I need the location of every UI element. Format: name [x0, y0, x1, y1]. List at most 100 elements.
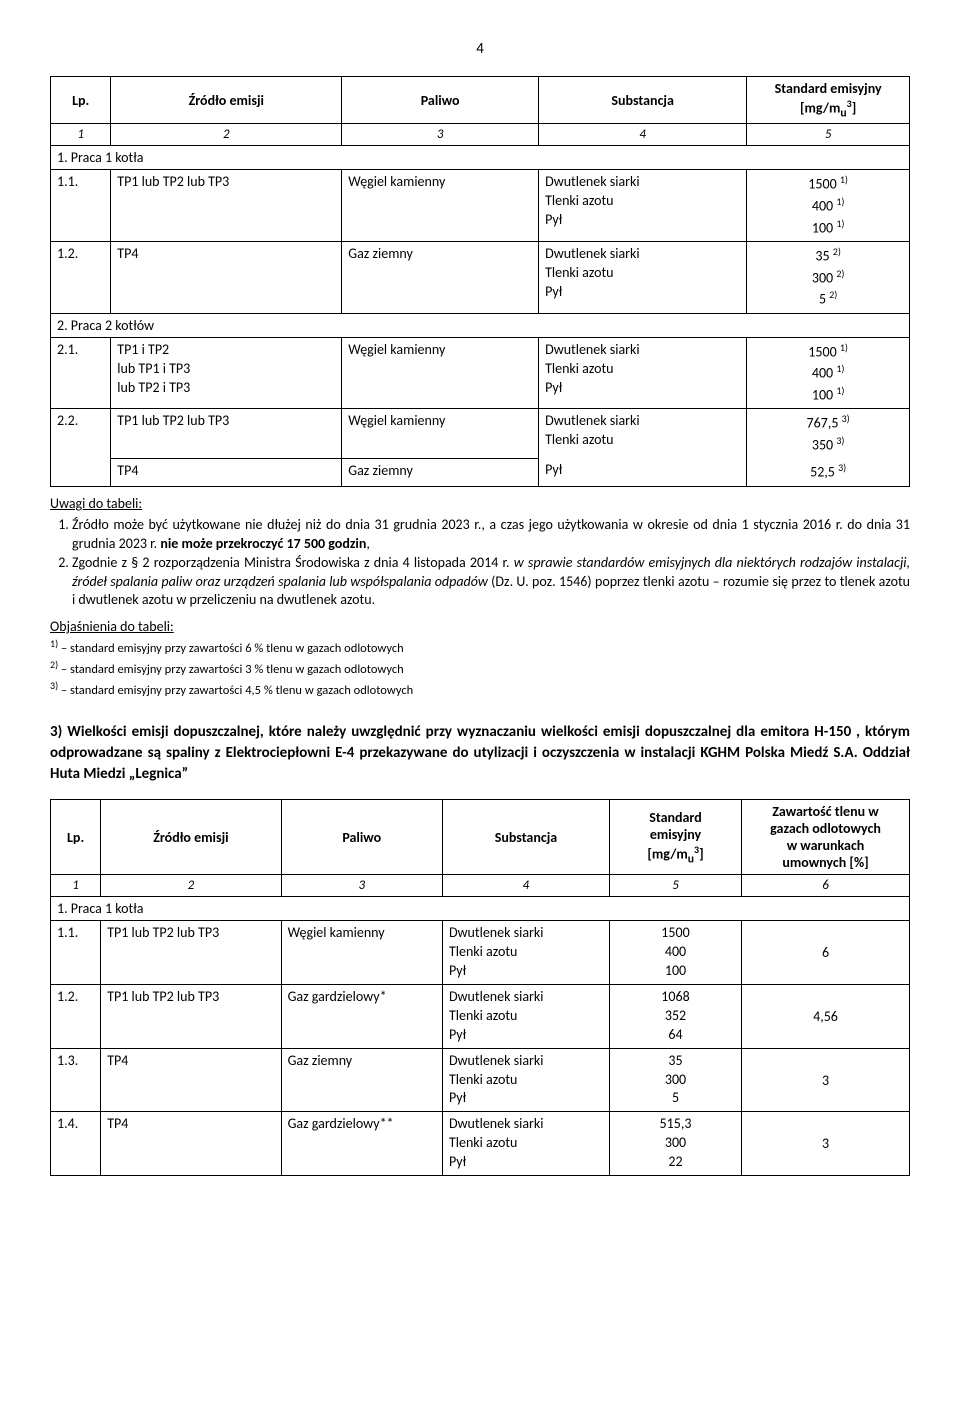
- v3: 100: [812, 386, 833, 403]
- note-li-2: Zgodnie z § 2 rozporządzenia Ministra Śr…: [72, 554, 910, 611]
- sub-2: Tlenki azotu: [545, 360, 740, 379]
- li1b: nie może przekroczyć 17 500 godzin: [160, 535, 366, 552]
- t2-th-sub: Substancja: [442, 800, 609, 875]
- src-2: lub TP1 i TP3: [117, 360, 335, 379]
- footnote-2: 2) – standard emisyjny przy zawartości 3…: [50, 658, 910, 679]
- t1-r21-fuel: Węgiel kamienny: [342, 337, 539, 409]
- t1-r22-lp: 2.2.: [51, 409, 111, 459]
- t1-r22b-lp-empty: [51, 458, 111, 486]
- o2-l2: gazach odlotowych: [770, 820, 881, 837]
- t2-r14-sub: Dwutlenek siarki Tlenki azotu Pył: [442, 1112, 609, 1176]
- t2-r11-sub: Dwutlenek siarki Tlenki azotu Pył: [442, 921, 609, 985]
- sub-2: Tlenki azotu: [545, 431, 740, 450]
- t2-r14-std: 515,3 300 22: [609, 1112, 741, 1176]
- v1: 1500: [808, 176, 836, 193]
- s3: 1): [836, 217, 844, 230]
- t2-r13-fuel: Gaz ziemny: [281, 1048, 442, 1112]
- s2: 1): [836, 195, 844, 208]
- sub-2: Tlenki azotu: [449, 943, 603, 962]
- v2: 352: [616, 1007, 735, 1026]
- sub-3: Pył: [449, 1089, 603, 1108]
- sub-1: Dwutlenek siarki: [545, 341, 740, 360]
- std-l3a: [mg/m: [647, 845, 687, 862]
- t2-section-1: 1. Praca 1 kotła: [51, 897, 910, 921]
- t2-r14-o2: 3: [742, 1112, 910, 1176]
- th-lp: Lp.: [51, 77, 111, 124]
- t2-r13-sub: Dwutlenek siarki Tlenki azotu Pył: [442, 1048, 609, 1112]
- s3: 1): [836, 384, 844, 397]
- t1-r11-std: 1500 1) 400 1) 100 1): [747, 170, 910, 242]
- t2-r12-src: TP1 lub TP2 lub TP3: [101, 985, 281, 1049]
- li2a: Zgodnie z § 2 rozporządzenia Ministra Śr…: [72, 554, 514, 571]
- t2-colnum-6: 6: [742, 875, 910, 897]
- li1c: ,: [366, 535, 370, 552]
- v3: 64: [616, 1026, 735, 1045]
- sub-2: Tlenki azotu: [449, 1134, 603, 1153]
- note-li-1: Źródło może być użytkowane nie dłużej ni…: [72, 516, 910, 554]
- t1-r22b-fuel: Gaz ziemny: [342, 458, 539, 486]
- emissions-table-2: Lp. Źródło emisji Paliwo Substancja Stan…: [50, 799, 910, 1176]
- s2: 2): [836, 267, 844, 280]
- std-l2: emisyjny: [650, 826, 701, 843]
- v1: 515,3: [616, 1115, 735, 1134]
- v2: 400: [812, 198, 833, 215]
- v1: 1500: [808, 343, 836, 360]
- th-fuel: Paliwo: [342, 77, 539, 124]
- v3: 100: [812, 219, 833, 236]
- o2-l3: w warunkach: [787, 837, 865, 854]
- t1-r22a-sub: Dwutlenek siarki Tlenki azotu: [539, 409, 747, 459]
- t2-r12-fuel: Gaz gardzielowy*: [281, 985, 442, 1049]
- sub-3: Pył: [545, 283, 740, 302]
- t1-r12-src: TP4: [111, 242, 342, 314]
- t1-r21-std: 1500 1) 400 1) 100 1): [747, 337, 910, 409]
- sub-1: Pył: [545, 461, 740, 480]
- s3: 2): [829, 288, 837, 301]
- colnum-3: 3: [342, 124, 539, 146]
- colnum-1: 1: [51, 124, 111, 146]
- o2-l1: Zawartość tlenu w: [772, 803, 878, 820]
- std-line2: [mg/m: [800, 100, 840, 117]
- t2-r12-o2: 4,56: [742, 985, 910, 1049]
- sub-3: Pył: [449, 1026, 603, 1045]
- t2-r11-o2: 6: [742, 921, 910, 985]
- v2: 300: [616, 1071, 735, 1090]
- sub-3: Pył: [545, 379, 740, 398]
- sub-2: Tlenki azotu: [545, 264, 740, 283]
- t2-r14-src: TP4: [101, 1112, 281, 1176]
- footnote-1: 1) – standard emisyjny przy zawartości 6…: [50, 637, 910, 658]
- s1: 3): [838, 461, 846, 474]
- section-1-praca-1: 1. Praca 1 kotła: [51, 146, 910, 170]
- section-3-title: 3) Wielkości emisji dopuszczalnej, które…: [50, 722, 910, 785]
- t2-r11-fuel: Węgiel kamienny: [281, 921, 442, 985]
- t1-r11-src: TP1 lub TP2 lub TP3: [111, 170, 342, 242]
- t1-r22b-std: 52,5 3): [747, 458, 910, 486]
- std-close: ]: [852, 100, 857, 117]
- uwagi-heading: Uwagi do tabeli:: [50, 495, 142, 512]
- v3: 5: [616, 1089, 735, 1108]
- t2-r11-std: 1500 400 100: [609, 921, 741, 985]
- f3-sup: 3): [50, 679, 58, 692]
- t2-colnum-5: 5: [609, 875, 741, 897]
- t2-colnum-4: 4: [442, 875, 609, 897]
- v1: 35: [616, 1052, 735, 1071]
- s2: 1): [836, 362, 844, 375]
- colnum-5: 5: [747, 124, 910, 146]
- std-line1: Standard emisyjny: [775, 80, 882, 97]
- sub-3: Pył: [449, 1153, 603, 1172]
- sub-1: Dwutlenek siarki: [545, 173, 740, 192]
- sub-1: Dwutlenek siarki: [449, 988, 603, 1007]
- t1-r12-lp: 1.2.: [51, 242, 111, 314]
- v1: 1500: [616, 924, 735, 943]
- t2-r11-src: TP1 lub TP2 lub TP3: [101, 921, 281, 985]
- sub-1: Dwutlenek siarki: [449, 1052, 603, 1071]
- t2-r12-sub: Dwutlenek siarki Tlenki azotu Pył: [442, 985, 609, 1049]
- t1-r11-lp: 1.1.: [51, 170, 111, 242]
- t2-r12-std: 1068 352 64: [609, 985, 741, 1049]
- t2-th-fuel: Paliwo: [281, 800, 442, 875]
- f3-text: – standard emisyjny przy zawartości 4,5 …: [58, 683, 413, 698]
- v2: 400: [812, 365, 833, 382]
- t2-r12-lp: 1.2.: [51, 985, 101, 1049]
- std-l3b: ]: [699, 845, 704, 862]
- f1-text: – standard emisyjny przy zawartości 6 % …: [58, 641, 404, 656]
- t2-th-src: Źródło emisji: [101, 800, 281, 875]
